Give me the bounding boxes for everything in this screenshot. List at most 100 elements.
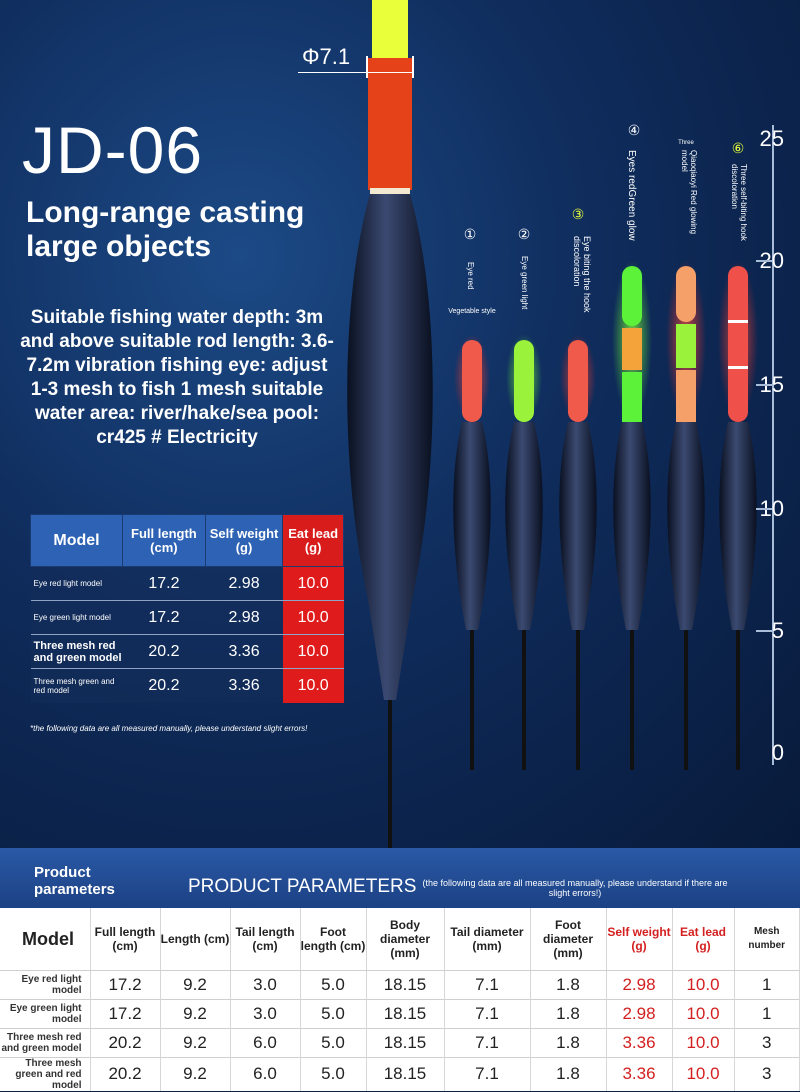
params-cell: 1 <box>734 998 800 1028</box>
spec-full-length: 20.2 <box>122 668 206 703</box>
float-3-label: Eye biting the hook discoloration <box>572 236 592 313</box>
params-header-self-weight: Self weight (g) <box>606 908 673 971</box>
float-2 <box>505 334 543 770</box>
params-header-length: Length (cm) <box>160 908 231 971</box>
params-header-eat-lead: Eat lead (g) <box>672 908 735 971</box>
spec-model-name: Three mesh red and green model <box>30 634 123 669</box>
float-5-sub: Three <box>678 140 694 146</box>
params-cell: 18.15 <box>366 998 445 1028</box>
params-cell: 18.15 <box>366 1027 445 1057</box>
float-6 <box>718 260 758 770</box>
scale-tick <box>756 508 772 510</box>
params-header-tail-length: Tail length (cm) <box>230 908 301 971</box>
params-cell: 2.98 <box>606 969 673 999</box>
spec-header-self-weight: Self weight (g) <box>204 514 284 567</box>
spec-self-weight: 2.98 <box>205 566 283 601</box>
params-cell: 10.0 <box>672 998 735 1028</box>
product-title: JD-06 <box>22 113 204 187</box>
table-row: Eye green light model 17.2 2.98 10.0 <box>30 600 344 635</box>
spec-model-name: Eye green light model <box>30 600 123 635</box>
spec-self-weight: 3.36 <box>205 634 283 669</box>
float-6-label: Three self-biting hook discoloration <box>730 164 748 241</box>
float-2-number: ② <box>517 226 531 242</box>
params-header-bar: Product parameters PRODUCT PARAMETERS (t… <box>0 848 800 908</box>
params-cell: 17.2 <box>90 969 161 999</box>
float-4-number: ④ <box>627 122 641 138</box>
params-cell: 3 <box>734 1027 800 1057</box>
params-cell: 20.2 <box>90 1056 161 1091</box>
product-subtitle: Long-range casting large objects <box>26 196 305 263</box>
params-cell: 3 <box>734 1056 800 1091</box>
table-row: Three mesh red and green model 20.2 9.2 … <box>0 1027 800 1057</box>
params-cell: 1.8 <box>530 998 607 1028</box>
params-cell: 7.1 <box>444 1056 531 1091</box>
params-cell: 7.1 <box>444 998 531 1028</box>
table-row: Three mesh green and red model 20.2 9.2 … <box>0 1056 800 1091</box>
params-cell: 9.2 <box>160 969 231 999</box>
spec-eat-lead: 10.0 <box>282 600 344 635</box>
params-header-tail-diameter: Tail diameter (mm) <box>444 908 531 971</box>
params-cell: 5.0 <box>300 969 367 999</box>
diameter-tick-left <box>366 56 368 78</box>
scale-tick <box>756 630 772 632</box>
hero-banner: Φ7.1 JD-06 Long-range casting large obje… <box>0 0 800 848</box>
spec-full-length: 20.2 <box>122 634 206 669</box>
diameter-label: Φ7.1 <box>302 44 351 69</box>
params-model-name: Eye red light model <box>0 969 91 999</box>
spec-eat-lead: 10.0 <box>282 668 344 703</box>
float-4-label: Eyes redGreen glow <box>626 150 637 241</box>
params-header-body-diameter: Body diameter (mm) <box>366 908 445 971</box>
params-cell: 6.0 <box>230 1056 301 1091</box>
params-cell: 3.0 <box>230 969 301 999</box>
params-model-name: Three mesh green and red model <box>0 1056 91 1091</box>
params-cell: 9.2 <box>160 998 231 1028</box>
float-3 <box>559 334 597 770</box>
params-header-foot-diameter: Foot diameter (mm) <box>530 908 607 971</box>
params-cell: 6.0 <box>230 1027 301 1057</box>
product-description: Suitable fishing water depth: 3m and abo… <box>20 307 334 448</box>
params-model-name: Eye green light model <box>0 998 91 1028</box>
params-cell: 10.0 <box>672 1056 735 1091</box>
table-row: Eye red light model 17.2 2.98 10.0 <box>30 566 344 601</box>
spec-eat-lead: 10.0 <box>282 566 344 601</box>
params-cell: 3.0 <box>230 998 301 1028</box>
params-cell: 17.2 <box>90 998 161 1028</box>
main-float-illustration <box>347 0 433 848</box>
float-1-sub: Vegetable style <box>448 308 496 315</box>
params-cell: 10.0 <box>672 969 735 999</box>
spec-header-full-length: Full length (cm) <box>122 514 206 567</box>
spec-eat-lead: 10.0 <box>282 634 344 669</box>
params-cell: 9.2 <box>160 1027 231 1057</box>
float-lineup <box>453 260 758 770</box>
diameter-tick-right <box>412 56 414 78</box>
params-cell: 5.0 <box>300 1027 367 1057</box>
params-cell: 2.98 <box>606 998 673 1028</box>
spec-self-weight: 2.98 <box>205 600 283 635</box>
scale-tick-label: 5 <box>771 618 784 643</box>
table-row: Three mesh green and red model 20.2 3.36… <box>30 668 344 703</box>
params-cell: 1.8 <box>530 969 607 999</box>
float-6-number: ⑥ <box>731 140 745 156</box>
table-row: Eye red light model 17.2 9.2 3.0 5.0 18.… <box>0 969 800 999</box>
params-cell: 10.0 <box>672 1027 735 1057</box>
params-cell: 1.8 <box>530 1056 607 1091</box>
spec-note: *the following data are all measured man… <box>30 724 308 733</box>
params-big-title: PRODUCT PARAMETERS <box>188 876 417 897</box>
params-model-name: Three mesh red and green model <box>0 1027 91 1057</box>
float-5-label: Qiaoqiaoyi Red glowing model <box>680 150 698 235</box>
scale-tick-label: 25 <box>759 126 784 151</box>
params-cell: 5.0 <box>300 998 367 1028</box>
scale-tick-label: 0 <box>771 740 784 765</box>
params-cell: 5.0 <box>300 1056 367 1091</box>
scale-ruler <box>772 125 774 765</box>
spec-full-length: 17.2 <box>122 600 206 635</box>
params-note: (the following data are all measured man… <box>422 878 728 898</box>
params-small-title: Product parameters <box>34 864 115 898</box>
spec-full-length: 17.2 <box>122 566 206 601</box>
diameter-line <box>298 72 414 73</box>
spec-header-model: Model <box>30 514 123 567</box>
scale-tick <box>756 260 772 262</box>
params-cell: 1.8 <box>530 1027 607 1057</box>
table-row: Three mesh red and green model 20.2 3.36… <box>30 634 344 669</box>
float-3-number: ③ <box>571 206 585 222</box>
